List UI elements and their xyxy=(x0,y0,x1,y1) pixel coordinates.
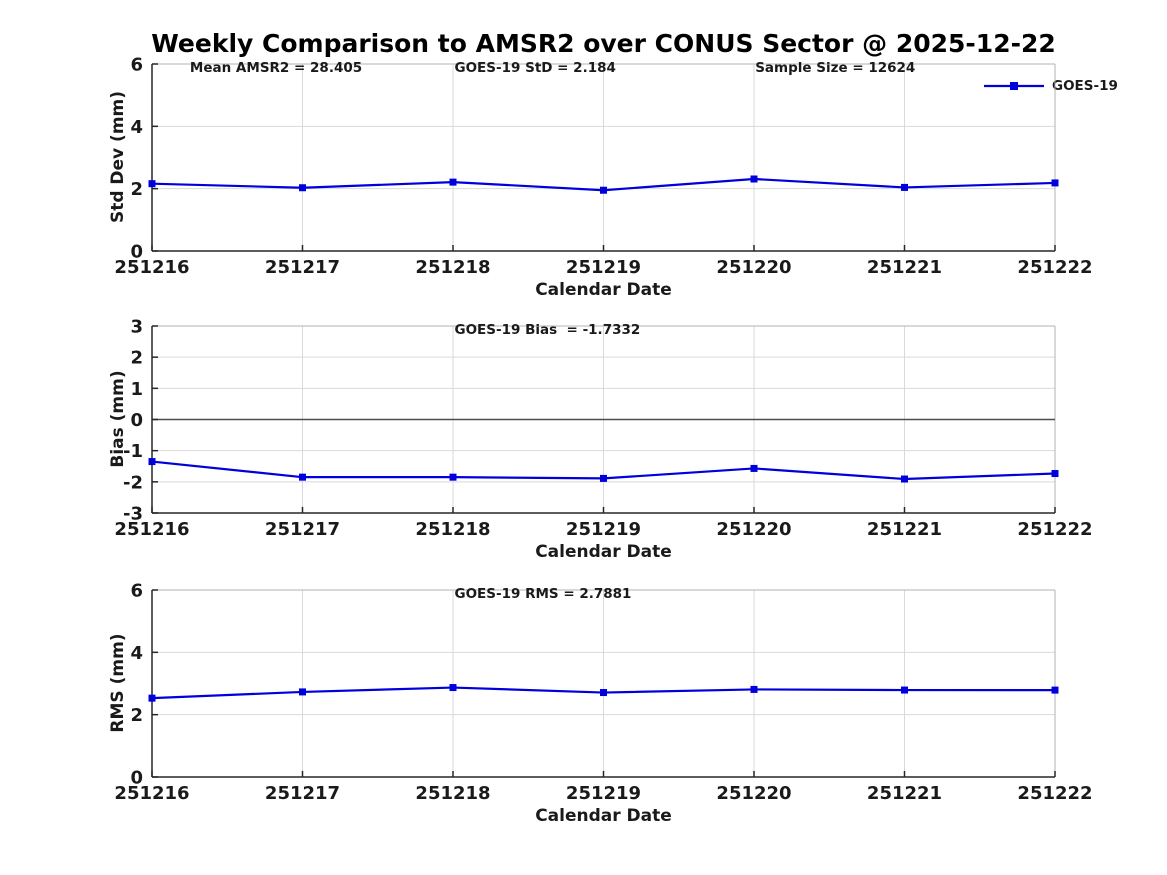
data-point-marker xyxy=(1051,470,1059,478)
x-tick-label: 251217 xyxy=(265,257,340,278)
data-point-marker xyxy=(449,473,457,481)
data-point-marker xyxy=(901,686,908,694)
legend-marker-icon xyxy=(984,81,1044,90)
x-tick-label: 251218 xyxy=(415,519,490,540)
y-tick-label: 2 xyxy=(130,179,143,200)
data-point-marker xyxy=(750,685,758,693)
y-tick-label: 0 xyxy=(130,242,143,263)
data-point-marker xyxy=(299,688,306,696)
y-tick-label: -2 xyxy=(123,472,143,493)
x-axis-label-bias: Calendar Date xyxy=(535,542,672,562)
x-tick-label: 251216 xyxy=(114,257,189,278)
x-tick-label: 251219 xyxy=(566,257,641,278)
x-tick-label: 251219 xyxy=(566,783,641,804)
x-tick-label: 251222 xyxy=(1017,783,1092,804)
x-tick-label: 251218 xyxy=(415,783,490,804)
annotation-text: GOES-19 Bias = -1.7332 xyxy=(455,322,641,338)
chart-title: Weekly Comparison to AMSR2 over CONUS Se… xyxy=(151,29,1056,58)
x-tick-label: 251222 xyxy=(1017,519,1092,540)
y-tick-label: 4 xyxy=(130,117,143,138)
y-tick-label: 3 xyxy=(130,317,143,338)
data-point-marker xyxy=(901,475,908,483)
x-tick-label: 251222 xyxy=(1017,257,1092,278)
x-tick-label: 251221 xyxy=(867,257,942,278)
y-tick-label: 0 xyxy=(130,410,143,431)
y-tick-label: -3 xyxy=(123,504,143,525)
y-tick-label: 0 xyxy=(130,768,143,789)
y-tick-label: 2 xyxy=(130,705,143,726)
annotation-text: Sample Size = 12624 xyxy=(755,60,915,76)
x-tick-label: 251216 xyxy=(114,519,189,540)
data-point-marker xyxy=(299,473,306,481)
x-tick-label: 251221 xyxy=(867,783,942,804)
x-tick-label: 251217 xyxy=(265,519,340,540)
x-tick-label: 251220 xyxy=(716,783,791,804)
data-point-marker xyxy=(750,175,758,183)
data-point-marker xyxy=(600,186,607,194)
data-point-marker xyxy=(600,474,607,482)
legend-label: GOES-19 xyxy=(1052,77,1118,94)
x-tick-label: 251218 xyxy=(415,257,490,278)
x-tick-label: 251219 xyxy=(566,519,641,540)
x-tick-label: 251221 xyxy=(867,519,942,540)
data-point-marker xyxy=(449,684,457,692)
y-tick-label: 6 xyxy=(130,55,143,76)
y-tick-label: 1 xyxy=(130,379,143,400)
y-tick-label: 2 xyxy=(130,348,143,369)
x-tick-label: 251216 xyxy=(114,783,189,804)
data-point-marker xyxy=(1051,686,1059,694)
x-axis-label-rms: Calendar Date xyxy=(535,806,672,826)
legend: GOES-19 xyxy=(982,77,1118,94)
y-tick-label: 6 xyxy=(130,581,143,602)
data-point-marker xyxy=(600,689,607,697)
data-point-marker xyxy=(299,184,306,192)
data-point-marker xyxy=(1051,179,1059,187)
annotation-text: GOES-19 StD = 2.184 xyxy=(455,60,616,76)
data-point-marker xyxy=(148,458,156,466)
data-point-marker xyxy=(449,178,457,186)
y-tick-label: 4 xyxy=(130,643,143,664)
data-point-marker xyxy=(148,180,156,188)
annotation-text: Mean AMSR2 = 28.405 xyxy=(190,60,362,76)
data-point-marker xyxy=(750,464,758,472)
x-tick-label: 251220 xyxy=(716,257,791,278)
data-point-marker xyxy=(148,694,156,702)
annotation-text: GOES-19 RMS = 2.7881 xyxy=(455,586,632,602)
x-tick-label: 251217 xyxy=(265,783,340,804)
data-point-marker xyxy=(901,183,908,191)
x-axis-label-std-dev: Calendar Date xyxy=(535,280,672,300)
x-tick-label: 251220 xyxy=(716,519,791,540)
y-tick-label: -1 xyxy=(123,441,143,462)
